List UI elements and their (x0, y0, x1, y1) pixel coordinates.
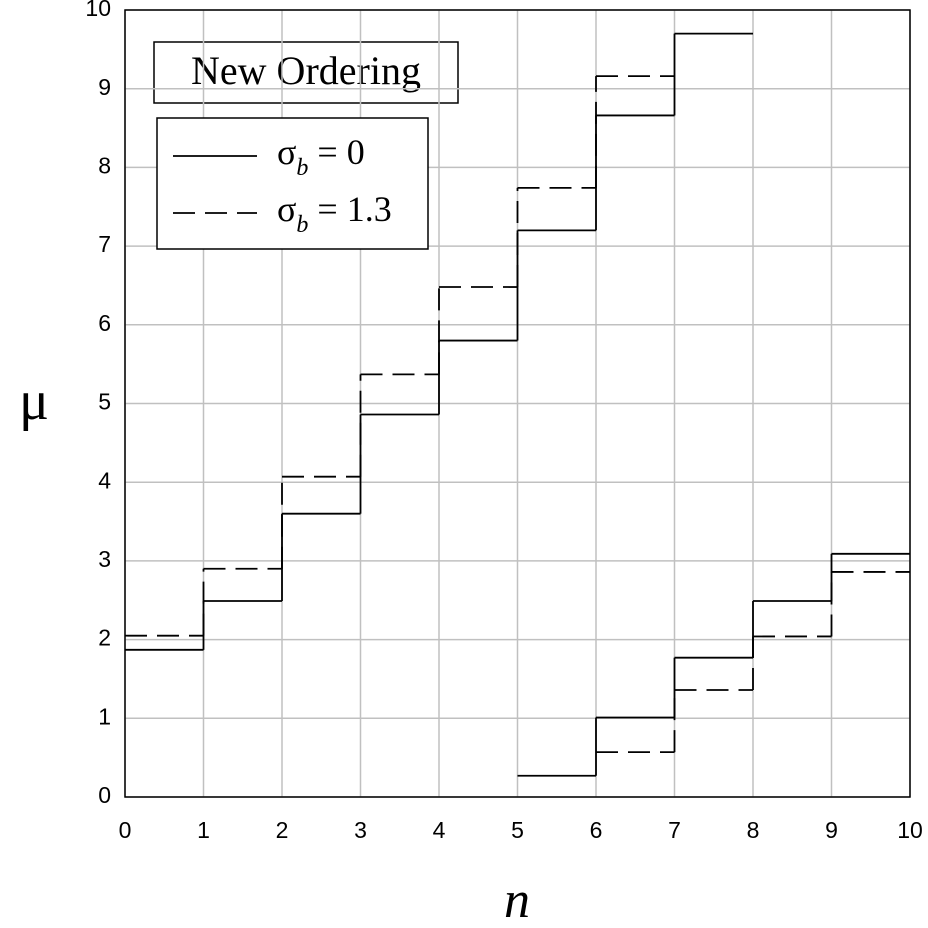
y-tick-label: 4 (98, 467, 111, 493)
legend-box (156, 117, 429, 250)
x-tick-label: 5 (511, 817, 524, 843)
x-tick-label: 4 (433, 817, 446, 843)
y-axis-label: μ (19, 370, 49, 432)
y-tick-label: 10 (85, 0, 111, 21)
x-tick-label: 9 (825, 817, 838, 843)
legend-label: σb = 1.3 (277, 189, 392, 237)
y-tick-label: 0 (98, 782, 111, 808)
x-tick-label: 3 (354, 817, 367, 843)
x-tick-label: 1 (197, 817, 210, 843)
y-tick-label: 3 (98, 546, 111, 572)
y-tick-label: 2 (98, 625, 111, 651)
annotation: New Ordering (191, 48, 421, 93)
y-tick-label: 8 (98, 152, 111, 178)
y-tick-label: 5 (98, 389, 111, 415)
annotation-box (153, 41, 459, 104)
x-tick-label: 10 (897, 817, 923, 843)
y-tick-label: 9 (98, 74, 111, 100)
x-tick-label: 7 (668, 817, 681, 843)
legend-label: σb = 0 (277, 132, 365, 180)
y-tick-label: 1 (98, 703, 111, 729)
y-tick-label: 7 (98, 231, 111, 257)
x-tick-label: 2 (276, 817, 289, 843)
x-tick-label: 0 (119, 817, 132, 843)
x-tick-label: 6 (590, 817, 603, 843)
x-axis-label: n (504, 872, 530, 928)
x-tick-label: 8 (747, 817, 760, 843)
plot-frame (124, 9, 911, 798)
y-tick-label: 6 (98, 310, 111, 336)
